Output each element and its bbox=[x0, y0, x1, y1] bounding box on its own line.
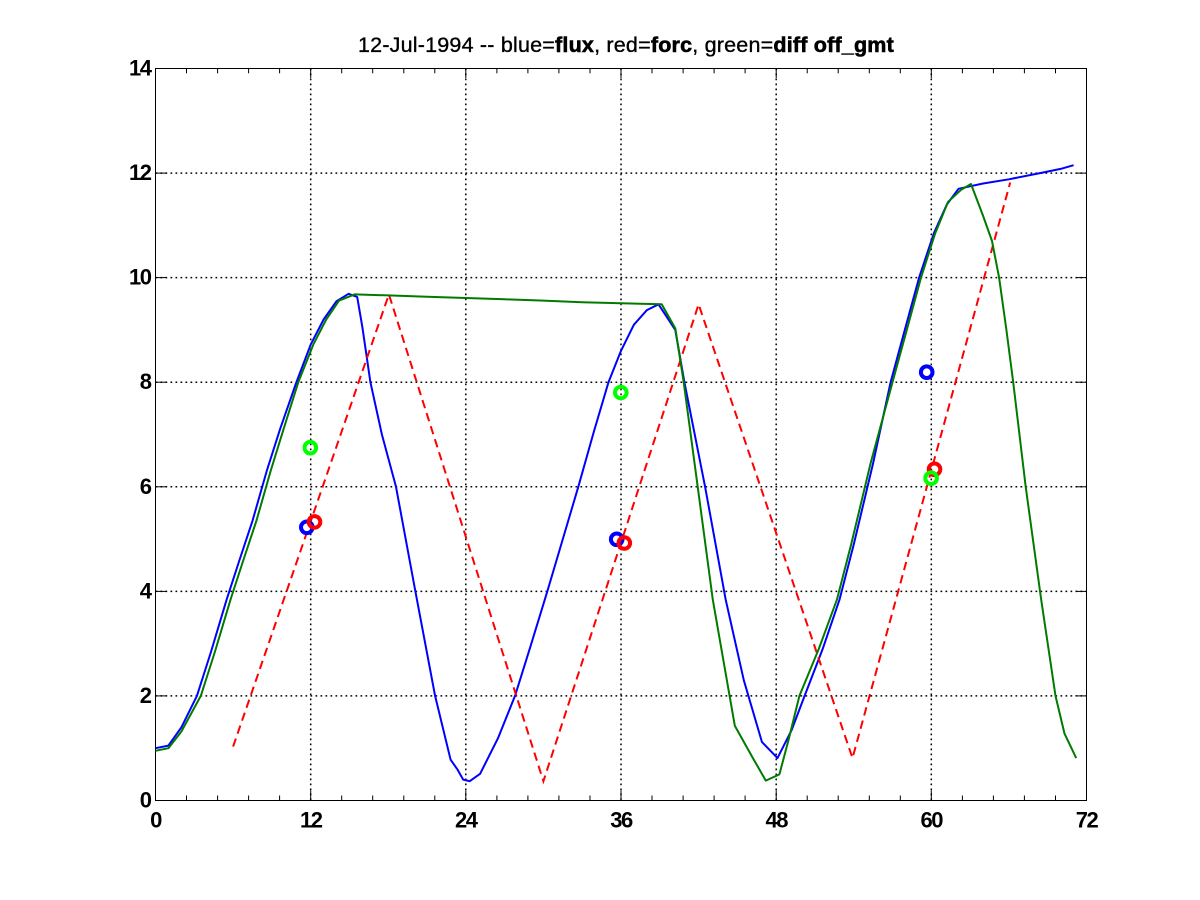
svg-text:0: 0 bbox=[140, 788, 152, 813]
svg-text:12: 12 bbox=[129, 160, 152, 185]
svg-text:36: 36 bbox=[610, 808, 633, 833]
svg-text:6: 6 bbox=[140, 474, 152, 499]
svg-text:10: 10 bbox=[129, 265, 152, 290]
svg-text:60: 60 bbox=[921, 808, 944, 833]
svg-text:72: 72 bbox=[1076, 808, 1099, 833]
svg-text:2: 2 bbox=[140, 683, 152, 708]
svg-text:48: 48 bbox=[765, 808, 788, 833]
svg-text:8: 8 bbox=[140, 369, 152, 394]
svg-text:24: 24 bbox=[455, 808, 479, 833]
svg-text:12: 12 bbox=[300, 808, 323, 833]
svg-text:12-Jul-1994 -- blue=flux, red=: 12-Jul-1994 -- blue=flux, red=forc, gree… bbox=[358, 33, 894, 57]
svg-text:14: 14 bbox=[129, 56, 153, 81]
svg-text:0: 0 bbox=[150, 808, 162, 833]
